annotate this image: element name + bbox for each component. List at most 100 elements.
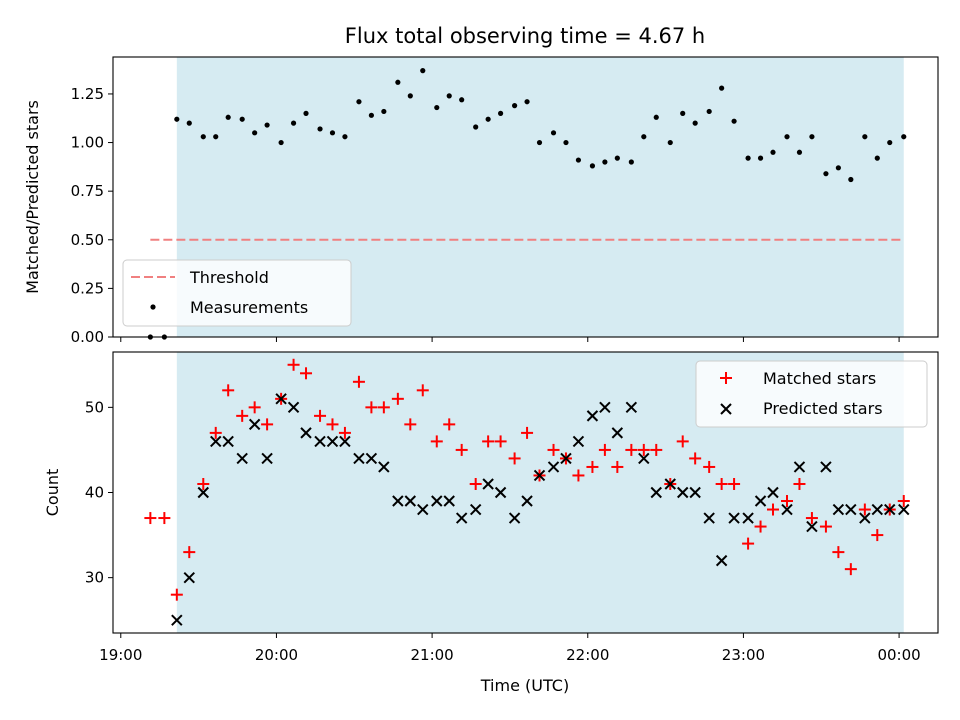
- predicted-star-marker: [455, 512, 468, 524]
- ratio-y-tick-label: 0.00: [71, 328, 104, 346]
- predicted-star-marker: [572, 435, 585, 448]
- predicted-star-marker: [431, 495, 443, 507]
- measurement-point: [614, 155, 620, 161]
- measurement-point: [446, 93, 452, 99]
- matched-star-marker: [611, 460, 624, 473]
- measurement-point: [731, 118, 737, 124]
- measurement-point: [342, 134, 348, 140]
- matched-star-marker: [170, 588, 183, 601]
- legend-matched-label: Matched stars: [763, 369, 876, 388]
- matched-star-marker: [676, 435, 689, 448]
- predicted-star-marker: [884, 503, 896, 516]
- predicted-star-marker: [275, 393, 287, 405]
- predicted-star-marker: [871, 503, 883, 516]
- predicted-star-marker: [625, 401, 638, 414]
- measurement-point: [356, 99, 362, 105]
- predicted-star-marker: [183, 571, 195, 584]
- matched-star-marker: [586, 460, 599, 473]
- matched-star-marker: [183, 546, 196, 559]
- matched-star-marker: [314, 409, 327, 422]
- measurement-point: [901, 134, 907, 140]
- predicted-star-marker: [742, 512, 754, 524]
- measurement-point: [589, 163, 596, 169]
- predicted-star-marker: [820, 461, 832, 473]
- matched-star-marker: [728, 477, 741, 490]
- count-y-axis-label: Count: [43, 469, 62, 517]
- measurement-point: [239, 116, 245, 122]
- predicted-star-marker: [715, 554, 728, 567]
- predicted-star-marker: [443, 495, 455, 507]
- measurement-point: [653, 114, 659, 120]
- ratio-y-tick-label: 0.75: [71, 182, 104, 200]
- matched-star-marker: [443, 418, 456, 431]
- measurement-point: [395, 79, 401, 85]
- predicted-star-marker: [664, 478, 676, 490]
- matched-star-marker: [689, 452, 702, 465]
- predicted-star-marker: [677, 486, 689, 499]
- ratio-y-tick-label: 0.50: [71, 231, 104, 249]
- predicted-star-marker: [236, 452, 248, 465]
- measurement-point: [575, 157, 582, 163]
- matched-star-marker: [781, 495, 794, 508]
- measurement-point: [512, 103, 518, 109]
- ratio-y-tick-label: 1.00: [71, 134, 104, 152]
- measurement-point: [602, 159, 608, 165]
- predicted-star-marker: [469, 503, 482, 516]
- count-panel: 30 40 50 19:00 20:00 21:00 22:00 23:00 00:00 Co…: [43, 351, 939, 695]
- matched-star-marker: [338, 426, 351, 439]
- matched-star-marker: [832, 546, 845, 559]
- measurement-point: [407, 93, 413, 99]
- x-tick-label: 19:00: [99, 646, 142, 664]
- matched-star-marker: [754, 520, 767, 533]
- matched-star-marker: [391, 392, 404, 405]
- matched-star-marker: [404, 418, 417, 431]
- predicted-star-marker: [222, 435, 234, 448]
- measurement-point: [719, 85, 725, 91]
- matched-star-marker: [144, 512, 157, 525]
- predicted-star-marker: [781, 503, 793, 516]
- measurement-point: [536, 139, 543, 146]
- predicted-star-marker: [806, 520, 818, 533]
- measurement-point: [497, 110, 504, 116]
- matched-star-marker: [287, 358, 300, 371]
- matched-star-marker: [508, 452, 521, 465]
- measurement-point: [264, 122, 270, 128]
- matched-star-marker: [209, 426, 222, 439]
- matched-star-marker: [494, 435, 507, 448]
- predicted-star-marker: [365, 452, 378, 465]
- matched-star-marker: [377, 401, 390, 414]
- matched-star-marker: [598, 443, 611, 456]
- matched-star-marker: [261, 418, 274, 431]
- measurement-point: [641, 134, 647, 140]
- count-y-tick-label: 40: [85, 484, 104, 502]
- measurement-point: [680, 110, 686, 116]
- matched-star-marker: [430, 435, 443, 448]
- measurement-point: [278, 139, 284, 146]
- predicted-star-marker: [611, 427, 624, 439]
- predicted-star-marker: [754, 495, 767, 507]
- count-legend-box: [695, 360, 928, 428]
- matched-star-marker: [844, 563, 857, 576]
- predicted-star-marker: [728, 512, 740, 524]
- predicted-star-marker: [547, 461, 560, 473]
- ratio-y-axis-label: Matched/Predicted stars: [23, 100, 42, 294]
- measurement-point: [563, 139, 569, 146]
- predicted-star-marker: [859, 512, 871, 524]
- measurement-point: [200, 134, 206, 140]
- predicted-star-marker: [210, 435, 222, 448]
- predicted-star-marker: [314, 435, 326, 448]
- matched-star-marker: [625, 443, 638, 456]
- measurement-point: [213, 134, 219, 140]
- legend-predicted-label: Predicted stars: [763, 399, 883, 418]
- count-legend: Matched stars Predicted stars: [695, 360, 928, 428]
- predicted-star-marker: [404, 495, 417, 507]
- measurement-point: [784, 134, 790, 140]
- measurement-point: [745, 155, 751, 161]
- measurement-point: [485, 116, 491, 122]
- measurement-point: [796, 149, 803, 155]
- measurement-point: [303, 110, 309, 116]
- measurement-point: [174, 116, 180, 122]
- predicted-star-marker: [482, 478, 494, 490]
- predicted-star-marker: [197, 486, 209, 499]
- predicted-star-marker: [353, 452, 365, 465]
